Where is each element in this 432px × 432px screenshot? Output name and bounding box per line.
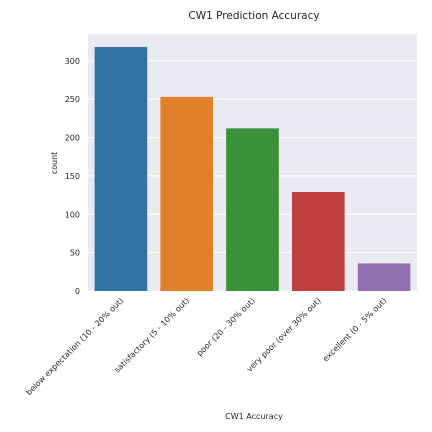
y-tick-label: 150: [65, 172, 80, 181]
x-tick-labels: below expectation (10 - 20% out)satisfac…: [24, 296, 388, 397]
y-tick-label: 0: [75, 287, 80, 296]
x-tick-label: excellent (0 - 5% out): [321, 296, 388, 363]
y-tick-label: 200: [65, 134, 80, 143]
bar-3: [291, 192, 345, 291]
y-tick-labels: 0 50 100 150 200 250 300: [65, 57, 80, 296]
x-axis-label: CW1 Accuracy: [225, 412, 283, 421]
y-axis-label: count: [50, 152, 59, 175]
bar-4: [357, 263, 411, 291]
bar-0: [94, 47, 148, 291]
bar-2: [226, 128, 279, 291]
bars: [94, 47, 411, 291]
x-tick-label: very poor (over 30% out): [245, 296, 323, 374]
y-tick-label: 300: [65, 57, 80, 66]
chart-title: CW1 Prediction Accuracy: [188, 10, 319, 22]
bar-1: [160, 96, 214, 291]
x-tick-label: below expectation (10 - 20% out): [24, 296, 125, 397]
y-tick-label: 250: [65, 95, 80, 104]
y-tick-label: 50: [70, 249, 80, 258]
x-tick-label: satisfactory (5 - 10% out): [113, 296, 192, 375]
y-tick-label: 100: [65, 210, 80, 219]
x-tick-label: poor (20 - 30% out): [195, 296, 257, 358]
